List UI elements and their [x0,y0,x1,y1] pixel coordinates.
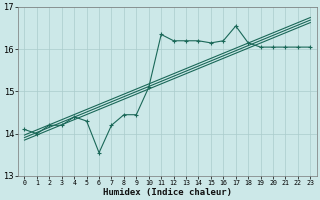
X-axis label: Humidex (Indice chaleur): Humidex (Indice chaleur) [103,188,232,197]
